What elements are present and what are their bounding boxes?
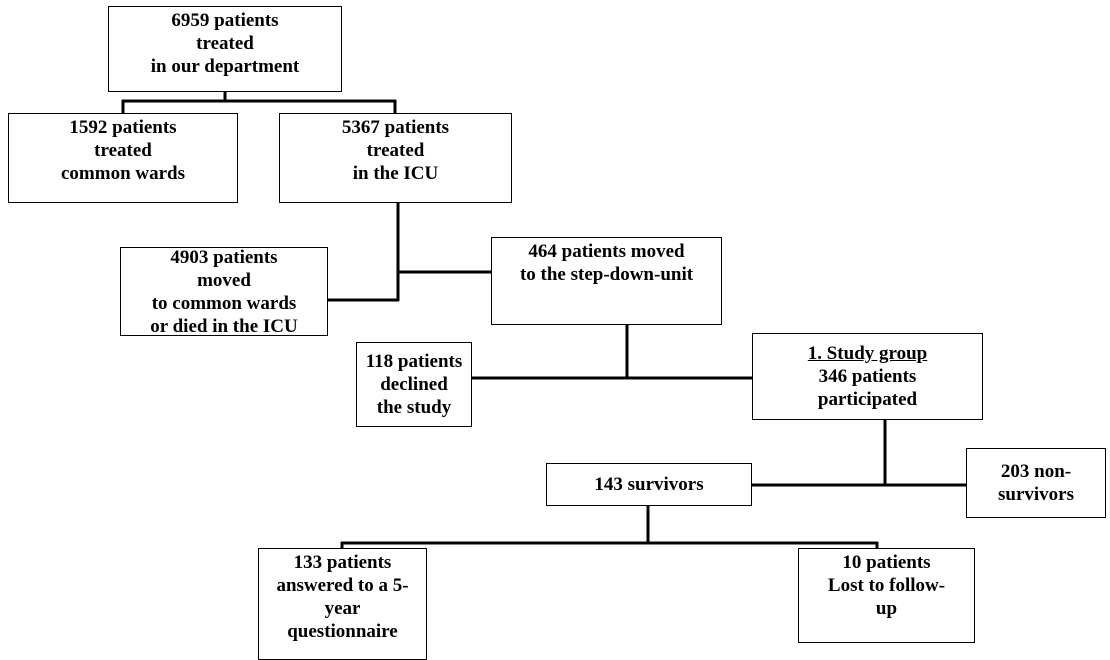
node-text: declined <box>380 374 448 395</box>
node-box: 133 patients answered to a 5- year question… <box>258 548 427 660</box>
node-text: treated <box>366 140 425 161</box>
node-text: up <box>875 598 898 619</box>
node-text: answered to a 5- <box>276 575 409 596</box>
node-box: 143 survivors <box>546 463 752 506</box>
node-text: 4903 patients <box>170 247 278 268</box>
node-box: 118 patients declined the study <box>356 342 472 427</box>
node-text: survivors <box>998 484 1074 505</box>
node-text: 10 patients <box>842 552 931 573</box>
node-text: 346 patients <box>818 366 917 387</box>
node-box: 4903 patients moved to common wards or died… <box>120 247 328 336</box>
node-text: or died in the ICU <box>150 315 298 336</box>
node-box: 464 patients moved to the step-down-unit <box>491 237 722 325</box>
node-box: 1. Study group 346 patients participated <box>752 333 983 420</box>
node-text: common wards <box>60 163 186 184</box>
node-text: moved <box>197 269 251 291</box>
node-text: 464 patients moved <box>528 241 685 262</box>
node-text: in our department <box>150 56 300 77</box>
node-box: 10 patients Lost to follow-up <box>798 548 975 643</box>
node-text: participated <box>817 389 918 410</box>
node-text: 118 patients <box>365 351 463 372</box>
node-box: 6959 patients treated in our department <box>108 6 342 92</box>
node-box: 5367 patients treated in the ICU <box>279 113 512 203</box>
node-text: 1. Study group <box>807 343 928 364</box>
node-text: treated <box>196 33 254 54</box>
node-text: the study <box>376 397 452 418</box>
node-text: 143 survivors <box>594 474 704 495</box>
node-box: 203 non-survivors <box>966 448 1106 518</box>
node-text: 5367 patients <box>341 117 450 138</box>
node-text: 6959 patients <box>171 10 279 31</box>
node-text: to common wards <box>151 292 297 314</box>
node-text: 203 non- <box>1000 461 1072 482</box>
node-text: 1592 patients <box>69 117 177 138</box>
node-text: to the step-down-unit <box>519 264 694 285</box>
node-text: year <box>324 598 361 619</box>
node-text: questionnaire <box>287 621 398 642</box>
node-text: 133 patients <box>293 552 392 573</box>
node-text: treated <box>94 140 152 161</box>
node-text: in the ICU <box>352 163 439 184</box>
node-text: Lost to follow- <box>827 575 946 596</box>
node-box: 1592 patients treated common wards <box>8 113 238 203</box>
